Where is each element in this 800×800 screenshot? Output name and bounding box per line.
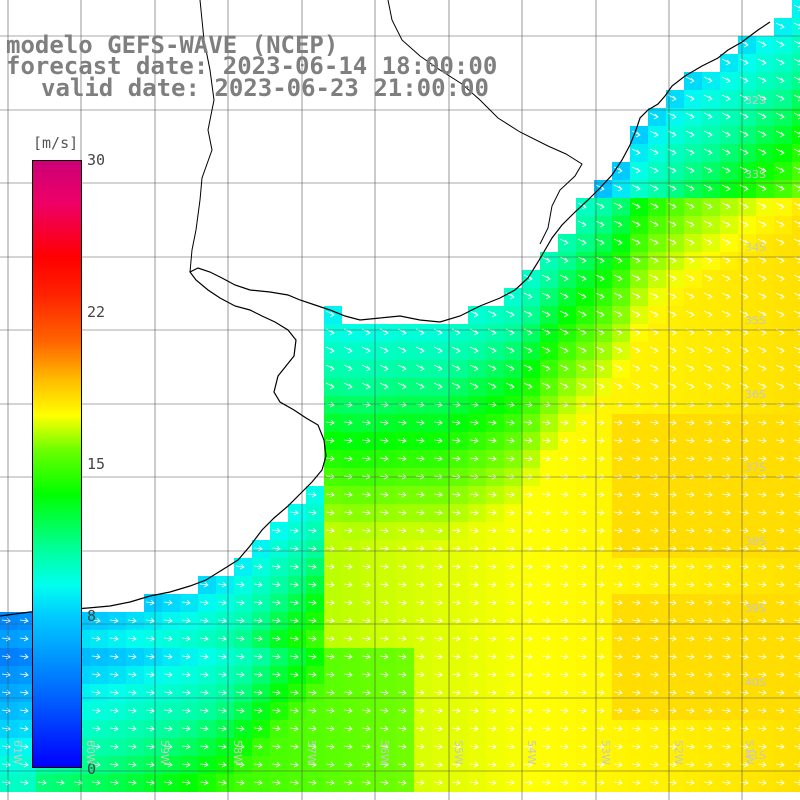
inland-border: [387, 0, 583, 245]
wind-arrows: [1, 4, 800, 786]
coastline: [0, 21, 771, 617]
colorbar-tick-0: 0: [87, 760, 97, 778]
lat-label-40s: 40S: [745, 676, 766, 689]
forecast-date: forecast date: 2023-06-14 18:00:00: [6, 52, 498, 80]
colorbar-tick-30: 30: [87, 151, 106, 169]
lat-label-35s: 35S: [745, 314, 766, 327]
lon-label-59w: 59W: [158, 740, 171, 765]
lon-label-54w: 54W: [525, 740, 538, 765]
colorbar-tick-15: 15: [87, 455, 106, 473]
lat-label-32s: 32S: [745, 94, 766, 107]
lat-label-38s: 38S: [745, 535, 766, 548]
lon-label-56w: 56W: [378, 740, 391, 765]
lat-label-34s: 34S: [745, 241, 766, 254]
model-title: modelo GEFS-WAVE (NCEP): [6, 31, 339, 59]
colorbar-tick-22: 22: [87, 303, 106, 321]
lon-label-55w: 55W: [452, 740, 465, 765]
lon-label-52w: 52W: [672, 740, 685, 765]
lat-label-36s: 36S: [745, 388, 766, 401]
lon-label-51w: 51W: [743, 740, 756, 765]
lon-label-58w: 58W: [231, 740, 244, 765]
lat-label-39s: 39S: [745, 602, 766, 615]
lat-label-37s: 37S: [745, 461, 766, 474]
colorbar-tick-8: 8: [87, 607, 97, 625]
lon-label-61w: 61W: [11, 740, 24, 765]
colorbar-unit: [m/s]: [33, 134, 79, 152]
lat-label-41s: 41S: [745, 749, 766, 762]
colorbar: [32, 160, 82, 768]
valid-date: valid date: 2023-06-23 21:00:00: [41, 74, 489, 102]
inland-river: [189, 0, 215, 273]
lon-label-60w: 60W: [84, 740, 97, 765]
lat-label-33s: 33S: [745, 168, 766, 181]
lon-label-53w: 53W: [599, 740, 612, 765]
lon-label-57w: 57W: [305, 740, 318, 765]
